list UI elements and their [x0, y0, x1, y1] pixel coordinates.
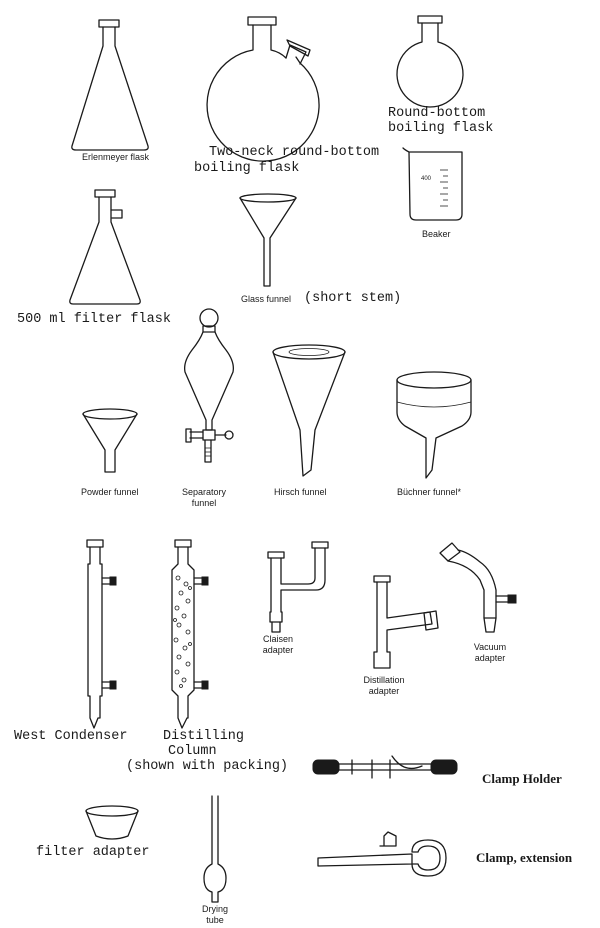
beaker-drawing: [403, 148, 462, 220]
round-bottom-flask-label-line1: Round-bottom: [388, 106, 486, 121]
two-neck-flask-label-line1: Two-neck round-bottom: [209, 145, 380, 160]
vacuum-adapter-label-line1: Vacuum: [473, 642, 507, 652]
two-neck-flask-label-line2: boiling flask: [194, 161, 300, 176]
claisen-adapter-label-line1: Claisen: [262, 634, 293, 644]
claisen-adapter-drawing: [268, 542, 328, 632]
distilling-column-label-line2: Column: [168, 744, 217, 759]
drying-tube-label-line2: tube: [206, 915, 224, 925]
beaker-label: Beaker: [422, 229, 451, 239]
separatory-funnel-label-line1: Separatory: [181, 487, 227, 497]
separatory-funnel-drawing: [185, 309, 234, 462]
filter-flask-drawing: [70, 190, 140, 304]
distillation-adapter-label-line2: adapter: [368, 686, 400, 696]
buchner-funnel-label: Büchner funnel*: [397, 487, 462, 497]
glass-funnel-drawing: [240, 194, 296, 286]
distilling-column-label-line3: (shown with packing): [126, 759, 289, 774]
distillation-adapter-label-line1: Distillation: [363, 675, 405, 685]
powder-funnel-drawing: [83, 409, 137, 472]
vacuum-adapter-drawing: [440, 543, 516, 632]
round-bottom-flask-label-line2: boiling flask: [388, 121, 494, 136]
powder-funnel-label: Powder funnel: [81, 487, 139, 497]
clamp-holder-label: Clamp Holder: [482, 771, 562, 786]
hirsch-funnel-drawing: [273, 345, 345, 476]
clamp-holder-drawing: [313, 756, 457, 778]
erlenmeyer-flask-label: Erlenmeyer flask: [82, 152, 150, 162]
west-condenser-label: West Condenser: [14, 729, 128, 744]
filter-adapter-label: filter adapter: [36, 845, 150, 860]
glass-funnel-label: Glass funnel: [241, 294, 292, 304]
two-neck-flask-drawing: [207, 17, 319, 161]
erlenmeyer-flask-drawing: [72, 20, 148, 150]
clamp-extension-label: Clamp, extension: [476, 850, 573, 865]
buchner-funnel-drawing: [397, 372, 471, 478]
distilling-column-label-line1: Distilling: [163, 729, 245, 744]
drying-tube-drawing: [204, 796, 226, 902]
filter-adapter-drawing: [86, 806, 138, 839]
vacuum-adapter-label-line2: adapter: [474, 653, 506, 663]
distilling-column-drawing: [172, 540, 208, 728]
round-bottom-flask-drawing: [397, 16, 463, 107]
clamp-extension-drawing: [318, 832, 446, 876]
hirsch-funnel-label: Hirsch funnel: [274, 487, 327, 497]
glass-funnel-stem-label: (short stem): [304, 291, 402, 306]
beaker-volume-mark: 400: [421, 176, 432, 182]
separatory-funnel-label-line2: funnel: [191, 498, 217, 508]
west-condenser-drawing: [87, 540, 116, 728]
claisen-adapter-label-line2: adapter: [262, 645, 294, 655]
drying-tube-label-line1: Drying: [201, 904, 228, 914]
filter-flask-label: 500 ml filter flask: [17, 312, 171, 327]
distillation-adapter-drawing: [374, 576, 438, 668]
